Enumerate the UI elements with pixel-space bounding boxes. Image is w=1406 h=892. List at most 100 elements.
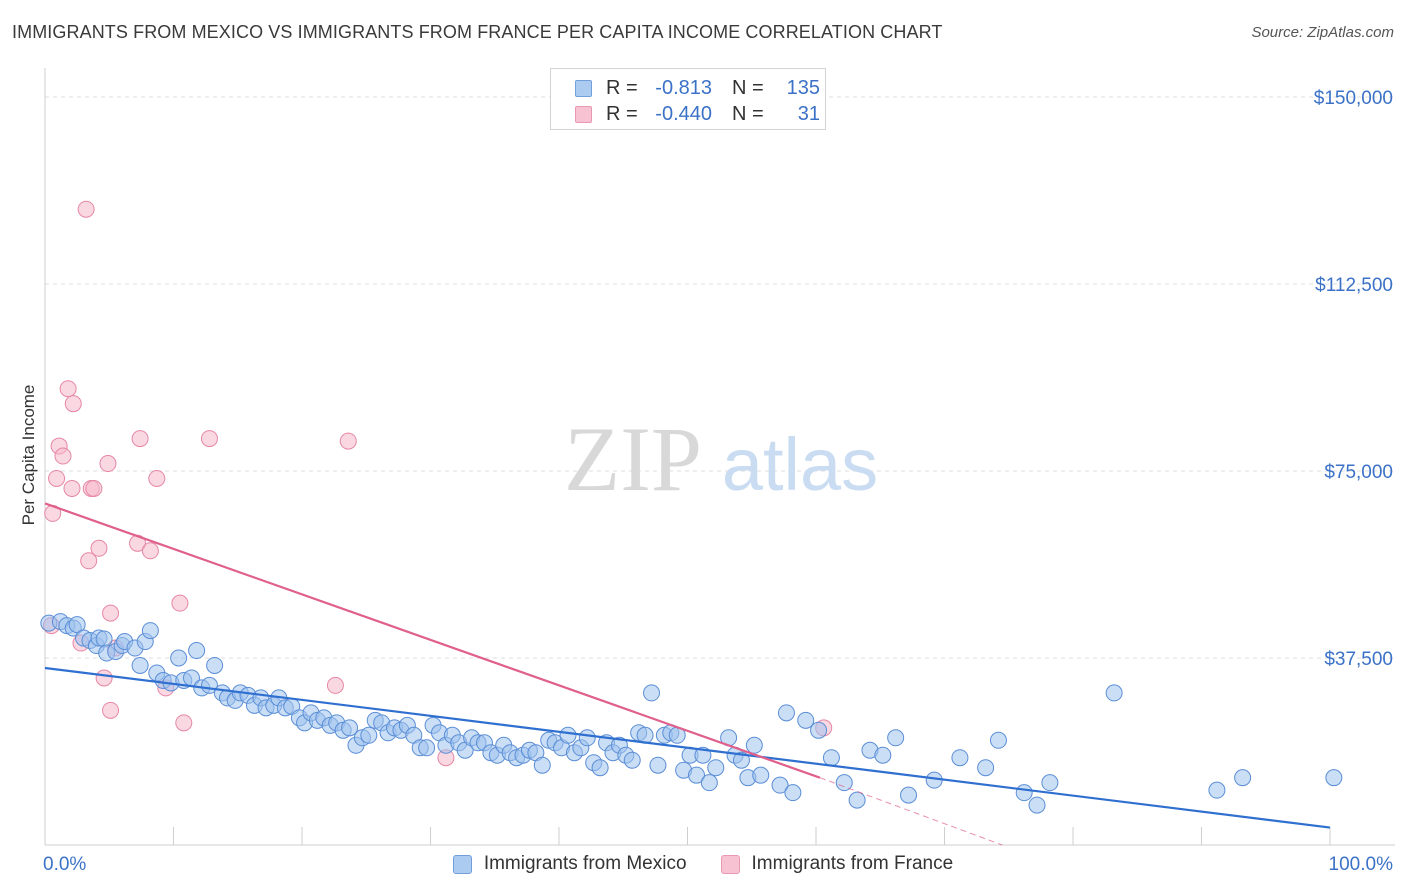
mexico-point — [95, 630, 113, 648]
france-point — [175, 714, 193, 732]
mexico-point — [977, 759, 995, 777]
legend-r-value: -0.813 — [655, 76, 712, 99]
trend-lines — [44, 502, 1331, 846]
x-tick-label-max: 100.0% — [1329, 854, 1394, 875]
mexico-point — [687, 766, 705, 784]
mexico-point — [752, 766, 770, 784]
source-label: Source: ZipAtlas.com — [1251, 24, 1394, 41]
y-tick-label: $150,000 — [1314, 88, 1393, 109]
watermark-atlas: atlas — [722, 423, 878, 506]
france-point — [64, 395, 82, 413]
france-point — [148, 469, 166, 487]
mexico-point — [784, 784, 802, 802]
mexico-point — [874, 746, 892, 764]
legend-swatch-france — [575, 105, 592, 123]
france-point — [141, 542, 159, 560]
mexico-point — [732, 751, 750, 769]
legend-n-value: 31 — [797, 102, 820, 125]
legend-label-mexico: Immigrants from Mexico — [483, 853, 687, 874]
y-axis-label: Per Capita Income — [19, 384, 38, 526]
france-point — [102, 604, 120, 622]
x-tick-label-min: 0.0% — [43, 854, 86, 875]
france-point — [54, 447, 72, 465]
mexico-point — [360, 726, 378, 744]
france-point — [48, 469, 66, 487]
watermark: ZIP atlas — [564, 408, 878, 510]
mexico-point — [643, 684, 661, 702]
mexico-trend-line — [44, 666, 1331, 829]
tick-labels: $37,500 $75,000 $112,500 $150,000 0.0% 100.0% — [43, 88, 1393, 875]
mexico-point — [771, 776, 789, 794]
y-tick-label: $75,000 — [1324, 462, 1393, 483]
legend-swatch-mexico — [575, 79, 592, 97]
mexico-point — [989, 731, 1007, 749]
mexico-point — [141, 622, 159, 640]
legend-r-value: -0.440 — [655, 102, 712, 125]
mexico-point — [848, 791, 866, 809]
france-point — [95, 669, 113, 687]
axes — [44, 68, 1395, 846]
mexico-point — [1234, 769, 1252, 787]
watermark-zip: ZIP — [564, 408, 702, 510]
mexico-point — [822, 749, 840, 767]
legend-swatch-mexico — [452, 854, 472, 874]
legend-n-label: N = — [732, 102, 764, 125]
series-legend: Immigrants from Mexico Immigrants from F… — [0, 852, 1406, 876]
gridlines — [45, 96, 1395, 659]
mexico-point — [887, 729, 905, 747]
legend-n-label: N = — [732, 76, 764, 99]
france-point — [200, 430, 218, 448]
correlation-legend: R = -0.813 N = 135 R = -0.440 N = 31 — [550, 68, 826, 130]
chart-title: IMMIGRANTS FROM MEXICO VS IMMIGRANTS FRO… — [12, 22, 943, 42]
mexico-point — [1325, 769, 1343, 787]
legend-r-label: R = — [606, 102, 638, 125]
mexico-point — [418, 739, 436, 757]
france-trend-extension — [819, 777, 1003, 846]
france-point — [99, 455, 117, 473]
mexico-point — [591, 759, 609, 777]
legend-item-france[interactable]: Immigrants from France — [720, 852, 954, 876]
france-point — [63, 479, 81, 497]
france-point — [339, 432, 357, 450]
mexico-point — [533, 756, 551, 774]
legend-item-mexico[interactable]: Immigrants from Mexico — [452, 852, 687, 876]
y-tick-label: $112,500 — [1315, 275, 1393, 296]
mexico-point — [1105, 684, 1123, 702]
mexico-point — [341, 719, 359, 737]
legend-row-france: R = -0.440 N = 31 — [575, 103, 820, 125]
mexico-point — [170, 649, 188, 667]
france-point — [85, 479, 103, 497]
mexico-point — [777, 704, 795, 722]
mexico-point — [1015, 784, 1033, 802]
france-point — [326, 676, 344, 694]
france-point — [90, 539, 108, 557]
france-point — [80, 552, 98, 570]
mexico-point — [745, 736, 763, 754]
france-point — [102, 701, 120, 719]
mexico-point — [810, 721, 828, 739]
legend-n-value: 135 — [786, 76, 820, 99]
mexico-point — [1208, 781, 1226, 799]
france-point — [171, 594, 189, 612]
y-tick-label: $37,500 — [1324, 649, 1393, 670]
mexico-point — [707, 759, 725, 777]
france-trend-line — [44, 502, 821, 779]
mexico-point — [559, 726, 577, 744]
legend-label-france: Immigrants from France — [751, 853, 954, 874]
mexico-point — [900, 786, 918, 804]
mexico-point — [206, 656, 224, 674]
mexico-point — [188, 642, 206, 660]
mexico-point — [1028, 796, 1046, 814]
mexico-point — [951, 749, 969, 767]
legend-r-label: R = — [606, 76, 638, 99]
legend-swatch-france — [720, 854, 740, 874]
mexico-point — [797, 711, 815, 729]
france-point — [77, 200, 95, 218]
france-point — [131, 430, 149, 448]
mexico-point — [131, 656, 149, 674]
mexico-point — [835, 774, 853, 792]
legend-row-mexico: R = -0.813 N = 135 — [575, 77, 820, 99]
france-point — [59, 380, 77, 398]
mexico-point — [623, 751, 641, 769]
